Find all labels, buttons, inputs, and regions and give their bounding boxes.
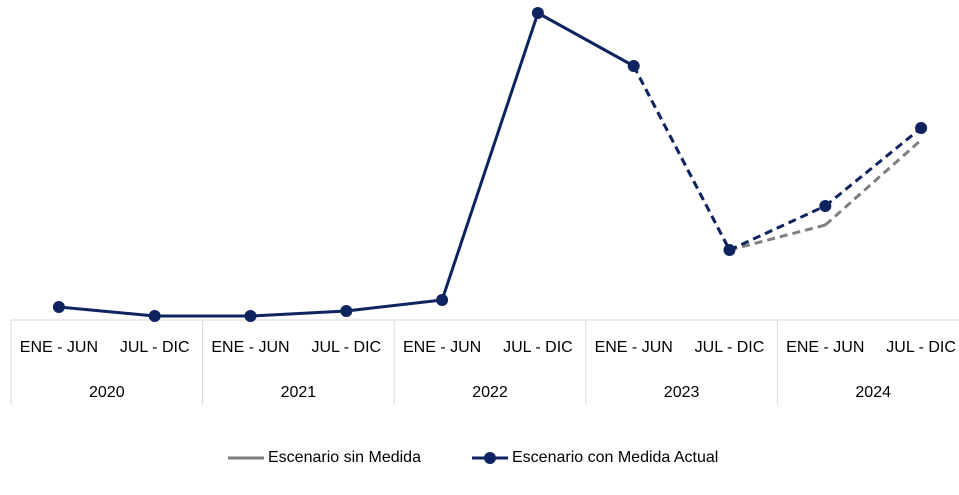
marker [915,122,928,134]
x-tick-label: ENE - JUN [211,339,289,356]
line-segment [250,309,347,318]
line-segment [346,298,443,313]
line-segment [824,126,923,208]
group-label: 2021 [281,384,317,401]
marker [723,244,736,256]
x-tick-label: JUL - DIC [503,339,573,356]
line-segment [632,65,731,251]
marker [436,294,449,306]
line-segment [824,138,923,227]
group-label: 2022 [472,384,508,401]
x-tick-label: JUL - DIC [120,339,190,356]
marker [531,7,544,19]
marker [52,301,65,313]
marker [340,305,353,317]
group-label: 2024 [855,384,891,401]
x-tick-label: JUL - DIC [886,339,956,356]
group-label: 2020 [89,384,125,401]
x-tick-label: ENE - JUN [786,339,864,356]
marker [819,200,832,212]
marker [148,310,161,322]
x-tick-label: JUL - DIC [311,339,381,356]
line-segment [728,204,826,252]
x-tick-label: ENE - JUN [403,339,481,356]
marker [627,60,640,72]
line-segment [440,12,540,301]
x-tick-label: ENE - JUN [595,339,673,356]
x-tick-label: ENE - JUN [20,339,98,356]
marker [244,310,257,322]
legend-label: Escenario sin Medida [268,449,421,466]
legend-marker [484,452,496,464]
line-segment [58,305,155,318]
line-segment [537,11,635,68]
group-label: 2023 [664,384,700,401]
line-segment [729,223,826,252]
x-tick-label: JUL - DIC [695,339,765,356]
legend-label: Escenario con Medida Actual [512,449,718,466]
